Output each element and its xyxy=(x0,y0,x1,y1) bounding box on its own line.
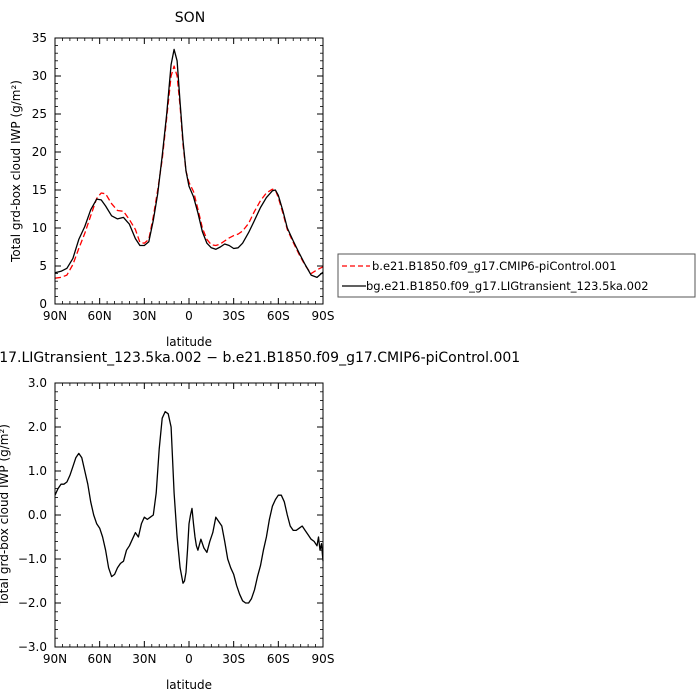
top-y-axis-label: Total grd-box cloud IWP (g/m²) xyxy=(9,80,23,263)
top-y-tick-label: 5 xyxy=(39,259,47,273)
bottom-y-tick-label: 2.0 xyxy=(28,420,47,434)
bottom-x-tick-label: 90N xyxy=(43,652,67,666)
legend-label-control: b.e21.B1850.f09_g17.CMIP6-piControl.001 xyxy=(372,259,617,273)
top-x-tick-label: 60S xyxy=(267,309,290,323)
bottom-y-tick-label: −2.0 xyxy=(18,596,47,610)
legend-box xyxy=(337,253,696,298)
top-y-tick-label: 30 xyxy=(32,69,47,83)
top-x-tick-label: 30S xyxy=(222,309,245,323)
bottom-x-tick-label: 30S xyxy=(222,652,245,666)
bottom-y-tick-label: −1.0 xyxy=(18,552,47,566)
top-series-line-0 xyxy=(54,65,324,279)
bottom-x-tick-label: 60N xyxy=(88,652,112,666)
top-y-tick-label: 15 xyxy=(32,183,47,197)
bottom-series-line-0 xyxy=(54,410,324,604)
bottom-x-tick-label: 0 xyxy=(185,652,193,666)
bottom-x-tick-label: 30N xyxy=(132,652,156,666)
top-y-tick-label: 0 xyxy=(39,297,47,311)
bottom-x-axis-label: latitude xyxy=(166,678,212,692)
bottom-y-tick-label: −3.0 xyxy=(18,640,47,654)
top-y-tick-label: 20 xyxy=(32,145,47,159)
top-y-tick-label: 25 xyxy=(32,107,47,121)
bottom-plot-frame xyxy=(54,382,324,648)
top-x-tick-label: 30N xyxy=(132,309,156,323)
bottom-chart-title: bg.e21.B1850.f09_g17.LIGtransient_123.5k… xyxy=(0,350,520,366)
bottom-x-tick-label: 60S xyxy=(267,652,290,666)
top-plot-frame xyxy=(54,37,324,305)
top-x-tick-label: 60N xyxy=(88,309,112,323)
legend: b.e21.B1850.f09_g17.CMIP6-piControl.001 … xyxy=(337,253,696,298)
bottom-y-tick-label: 0.0 xyxy=(28,508,47,522)
legend-label-lig: bg.e21.B1850.f09_g17.LIGtransient_123.5k… xyxy=(366,279,649,293)
bottom-y-axis-label: Total grd-box cloud IWP (g/m²) xyxy=(0,424,11,607)
top-x-axis-label: latitude xyxy=(166,335,212,349)
top-x-tick-label: 90N xyxy=(43,309,67,323)
top-y-tick-label: 10 xyxy=(32,221,47,235)
bottom-x-tick-label: 90S xyxy=(312,652,335,666)
top-x-tick-label: 90S xyxy=(312,309,335,323)
bottom-y-tick-label: 3.0 xyxy=(28,376,47,390)
top-panel: SON 90N 60N 30N 0 30S 60S 90S 0 5 10 15 20 25 30 35 la… xyxy=(9,10,334,349)
top-series-line-1 xyxy=(54,48,324,279)
top-chart-title: SON xyxy=(175,10,205,26)
top-x-tick-label: 0 xyxy=(185,309,193,323)
top-y-tick-label: 35 xyxy=(32,31,47,45)
bottom-panel: bg.e21.B1850.f09_g17.LIGtransient_123.5k… xyxy=(0,350,520,692)
bottom-y-tick-label: 1.0 xyxy=(28,464,47,478)
